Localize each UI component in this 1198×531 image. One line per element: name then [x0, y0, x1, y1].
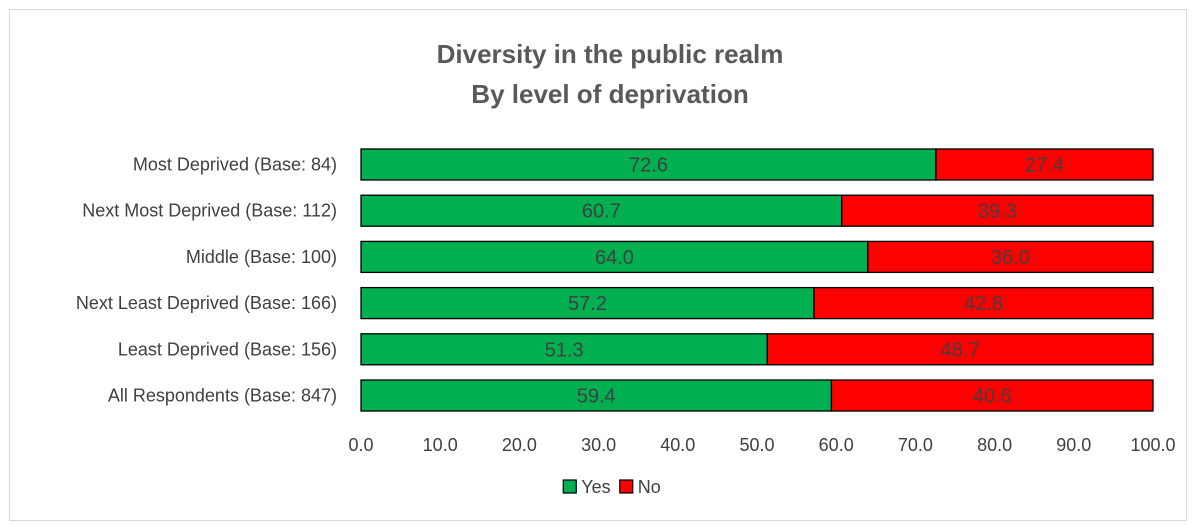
x-axis-tick-labels: 0.0 10.0 20.0 30.0 40.0 50.0 60.0 70.0 80.0 90.0 1… — [348, 435, 1175, 455]
chart-title: Diversity in the public realm By level o… — [437, 39, 784, 109]
bar-no-3 — [813, 286, 1154, 320]
x-tick-label-8: 80.0 — [977, 435, 1012, 455]
bar-no-2 — [867, 240, 1154, 274]
x-tick-label-3: 30.0 — [581, 435, 616, 455]
bar-yes-3 — [360, 286, 815, 320]
chart-title-line-1: Diversity in the public realm — [437, 39, 784, 69]
bar-no-4 — [766, 333, 1154, 366]
chart-title-line-2: By level of deprivation — [471, 79, 748, 109]
data-label-yes-2: 64.0 — [595, 247, 634, 269]
data-label-no-2: 36.0 — [991, 247, 1030, 269]
data-labels: 72.6 27.4 60.7 39.3 64.0 36.0 57.2 42.8 51.3 48.7… — [545, 155, 1064, 408]
bar-yes-4 — [360, 333, 768, 366]
category-labels: Most Deprived (Base: 84) Next Most Depriv… — [76, 155, 337, 406]
x-tick-label-4: 40.0 — [660, 435, 695, 455]
x-tick-label-5: 50.0 — [739, 435, 774, 455]
bar-no-0 — [935, 148, 1154, 181]
bar-no-5 — [830, 379, 1154, 412]
x-tick-label-1: 10.0 — [423, 435, 458, 455]
data-label-yes-3: 57.2 — [568, 293, 607, 315]
legend-label-yes: Yes — [581, 477, 610, 497]
category-label-5: All Respondents (Base: 847) — [108, 386, 337, 406]
data-label-no-0: 27.4 — [1025, 155, 1064, 177]
data-label-yes-5: 59.4 — [577, 386, 616, 408]
legend-label-no: No — [638, 477, 661, 497]
category-label-1: Next Most Deprived (Base: 112) — [82, 201, 337, 221]
data-label-no-1: 39.3 — [978, 201, 1017, 223]
x-tick-label-9: 90.0 — [1056, 435, 1091, 455]
bars-group — [360, 148, 1154, 412]
legend-swatch-no — [619, 479, 634, 494]
x-tick-label-7: 70.0 — [898, 435, 933, 455]
data-label-yes-0: 72.6 — [629, 155, 668, 177]
legend: Yes No — [562, 477, 661, 497]
bar-yes-0 — [360, 148, 937, 181]
bar-yes-2 — [360, 240, 869, 274]
category-label-4: Least Deprived (Base: 156) — [118, 339, 337, 359]
x-tick-label-2: 20.0 — [502, 435, 537, 455]
data-label-no-5: 40.6 — [973, 386, 1012, 408]
data-label-yes-4: 51.3 — [545, 339, 584, 361]
x-tick-label-0: 0.0 — [348, 435, 373, 455]
bar-yes-5 — [360, 379, 833, 412]
data-label-no-4: 48.7 — [941, 339, 980, 361]
data-label-yes-1: 60.7 — [582, 201, 621, 223]
x-tick-label-6: 60.0 — [819, 435, 854, 455]
bar-no-1 — [841, 194, 1154, 227]
category-label-0: Most Deprived (Base: 84) — [133, 155, 337, 175]
data-label-no-3: 42.8 — [964, 293, 1003, 315]
legend-swatch-yes — [562, 479, 577, 494]
x-tick-label-10: 100.0 — [1130, 435, 1175, 455]
category-label-2: Middle (Base: 100) — [186, 247, 337, 267]
category-label-3: Next Least Deprived (Base: 166) — [76, 293, 337, 313]
